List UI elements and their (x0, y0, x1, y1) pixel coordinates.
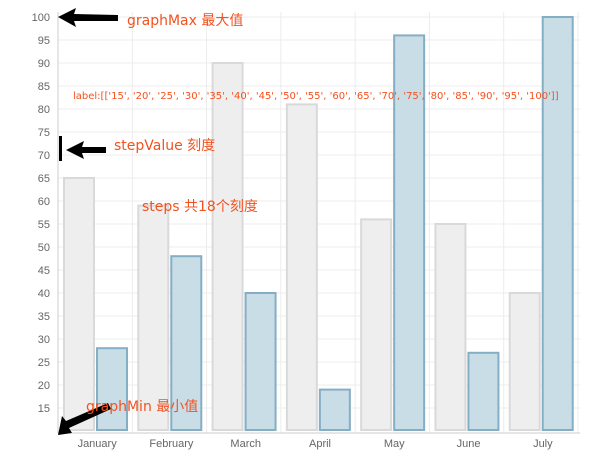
graph-min-annotation: graphMin 最小值 (86, 399, 198, 415)
step-value-arrow-icon (59, 136, 106, 161)
bar-series-2-may (393, 34, 426, 432)
bar-series-2-march (244, 292, 277, 431)
y-tick-label: 70 (38, 150, 50, 162)
y-tick-label: 85 (38, 81, 50, 93)
y-tick-label: 15 (38, 403, 50, 415)
y-tick-label: 90 (38, 58, 50, 70)
y-tick-label: 45 (38, 265, 50, 277)
y-tick-label: 50 (38, 242, 50, 254)
y-tick-label: 95 (38, 35, 50, 47)
axes (57, 12, 580, 434)
graph-max-arrow-icon (58, 8, 118, 27)
bar-series-2-april (318, 388, 351, 432)
x-tick-label: May (384, 438, 405, 450)
x-tick-label: February (149, 438, 194, 450)
annotations: graphMax 最大值 label:[['15', '20', '25', '… (58, 8, 559, 435)
x-tick-label: July (533, 438, 553, 450)
grid-lines (58, 12, 580, 433)
y-tick-labels: 15 20 25 30 35 40 45 50 55 60 65 70 75 80 85 90 95 100 (32, 12, 50, 415)
y-tick-label: 30 (38, 334, 50, 346)
bar-series-1-april (285, 103, 318, 432)
y-tick-label: 20 (38, 380, 50, 392)
y-tick-label: 40 (38, 288, 50, 300)
y-tick-label: 65 (38, 173, 50, 185)
bar-series-2-february (170, 255, 203, 432)
bar-series-1-march (211, 62, 244, 431)
label-list-annotation: label:[['15', '20', '25', '30', '35', '4… (73, 91, 559, 102)
y-tick-label: 25 (38, 357, 50, 369)
bar-series-1-february (137, 204, 170, 431)
graph-min-arrow-icon (58, 403, 111, 435)
bars (63, 16, 574, 432)
bar-series-2-january (96, 347, 128, 432)
x-tick-label: March (230, 438, 261, 450)
x-tick-label: January (78, 438, 118, 450)
bar-series-2-july (541, 16, 574, 431)
bar-series-2-june (467, 351, 500, 431)
x-tick-label: April (309, 438, 331, 450)
x-tick-label: June (457, 438, 481, 450)
bar-series-1-july (508, 292, 541, 431)
step-value-annotation: stepValue 刻度 (114, 138, 215, 154)
y-tick-label: 60 (38, 196, 50, 208)
y-tick-label: 35 (38, 311, 50, 323)
y-tick-label: 55 (38, 219, 50, 231)
bar-series-1-june (434, 223, 467, 431)
x-tick-labels: January February March April May June July (78, 438, 554, 450)
y-tick-label: 80 (38, 104, 50, 116)
bar-series-1-may (360, 218, 393, 431)
y-tick-label: 75 (38, 127, 50, 139)
steps-annotation: steps 共18个刻度 (142, 199, 258, 215)
y-tick-label: 100 (32, 12, 50, 24)
bar-series-1-january (63, 177, 95, 431)
graph-max-annotation: graphMax 最大值 (127, 13, 243, 29)
